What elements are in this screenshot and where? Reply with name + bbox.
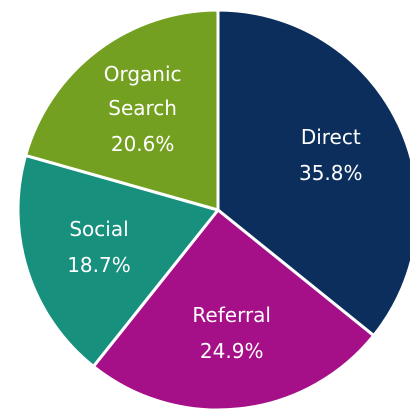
slice-label: Social 18.7% xyxy=(49,212,149,284)
pie-slice xyxy=(16,153,220,368)
slice-label: Direct 35.8% xyxy=(281,120,381,192)
value-label: 20.6% xyxy=(110,132,175,157)
value-label: 18.7% xyxy=(67,253,131,278)
category-label: Organic Search xyxy=(103,62,182,121)
category-label: Social xyxy=(69,217,129,242)
category-label: Referral xyxy=(192,303,271,328)
value-label: 35.8% xyxy=(298,161,363,186)
pie-slice xyxy=(91,208,376,412)
slice-label: Referral 24.9% xyxy=(182,298,282,370)
slice-label: Organic Search 20.6% xyxy=(93,57,193,163)
value-label: 24.9% xyxy=(199,339,264,364)
pie-slice xyxy=(24,8,220,212)
pie-slice xyxy=(216,8,410,338)
category-label: Direct xyxy=(300,125,361,150)
